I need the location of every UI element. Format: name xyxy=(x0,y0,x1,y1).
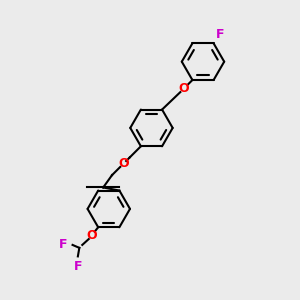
Text: O: O xyxy=(86,229,97,242)
Text: O: O xyxy=(118,158,128,170)
Text: O: O xyxy=(179,82,190,95)
Text: F: F xyxy=(59,238,68,251)
Text: F: F xyxy=(74,260,82,273)
Text: F: F xyxy=(216,28,224,41)
